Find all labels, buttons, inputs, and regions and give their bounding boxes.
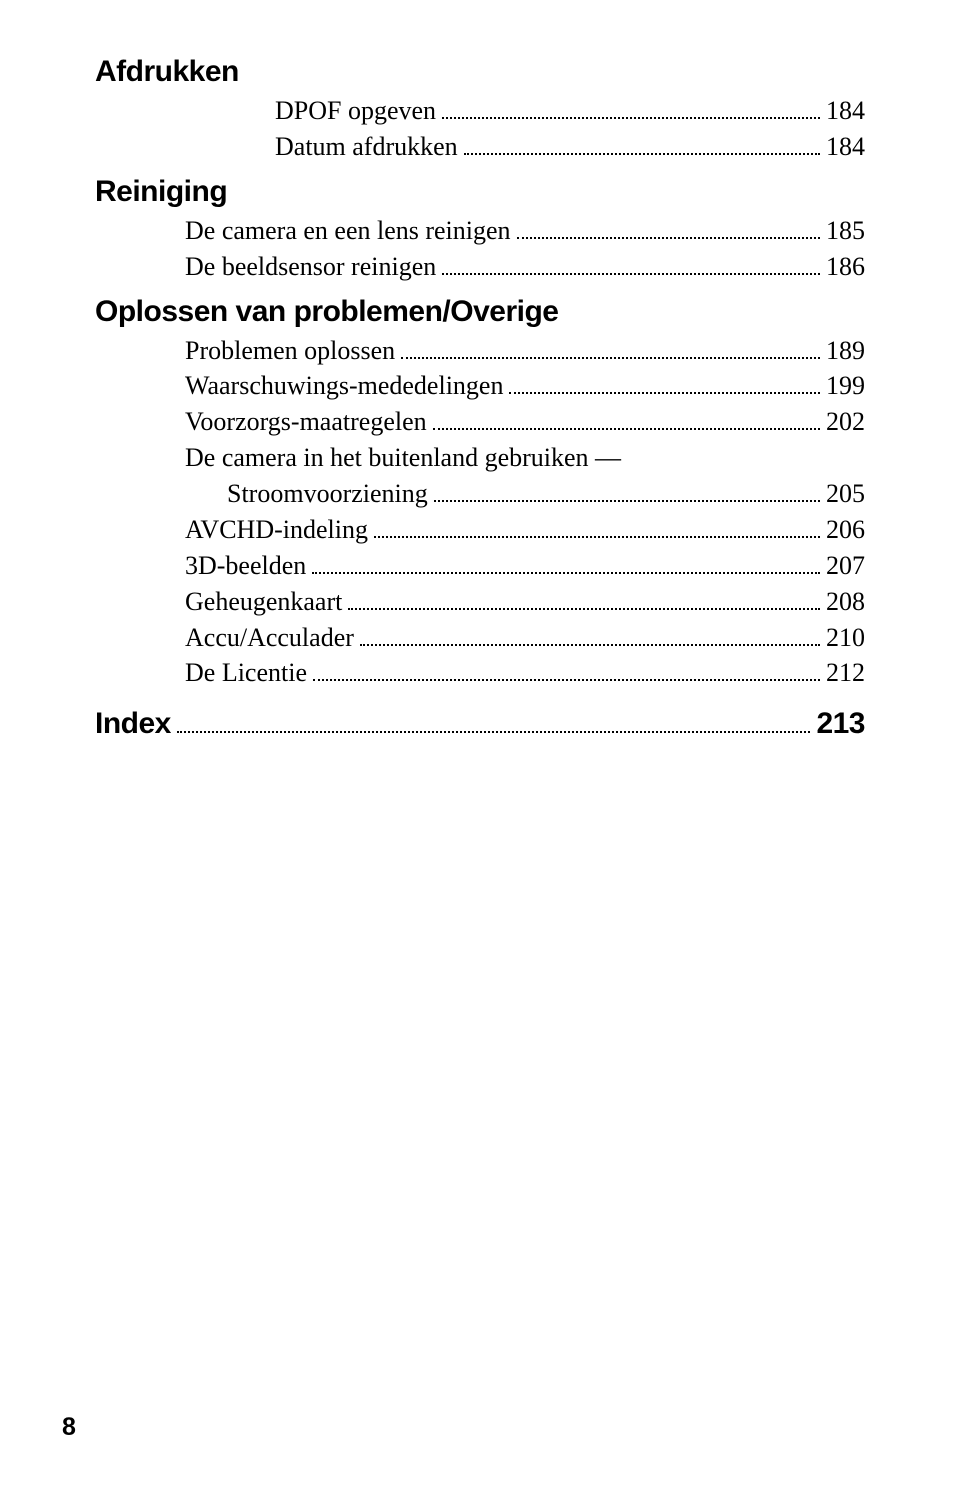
toc-entry: Problemen oplossen 189 [95, 333, 865, 369]
toc-entry: Voorzorgs-maatregelen 202 [95, 404, 865, 440]
toc-entry: Waarschuwings-mededelingen 199 [95, 368, 865, 404]
leader-dots [360, 625, 820, 646]
leader-dots [177, 711, 811, 734]
toc-entry: Stroomvoorziening 205 [95, 476, 865, 512]
toc-label: De beeldsensor reinigen [185, 249, 436, 285]
section-heading-oplossen: Oplossen van problemen/Overige [95, 295, 865, 329]
toc-page: 208 [826, 584, 865, 620]
toc-label: Waarschuwings-mededelingen [185, 368, 503, 404]
toc-page: 186 [826, 249, 865, 285]
toc-page: 184 [826, 129, 865, 165]
toc-label: Accu/Acculader [185, 620, 354, 656]
toc-entry: AVCHD-indeling 206 [95, 512, 865, 548]
toc-page: 199 [826, 368, 865, 404]
leader-dots [442, 98, 820, 119]
toc-entry: De beeldsensor reinigen 186 [95, 249, 865, 285]
index-page: 213 [816, 703, 865, 744]
toc-entry: 3D-beelden 207 [95, 548, 865, 584]
toc-entry: Datum afdrukken 184 [95, 129, 865, 165]
toc-entry: De camera en een lens reinigen 185 [95, 213, 865, 249]
toc-page: 212 [826, 655, 865, 691]
toc-page: 185 [826, 213, 865, 249]
toc-entry: De Licentie 212 [95, 655, 865, 691]
toc-label: De Licentie [185, 655, 307, 691]
toc-entry: Accu/Acculader 210 [95, 620, 865, 656]
toc-label: Geheugenkaart [185, 584, 342, 620]
leader-dots [401, 338, 820, 359]
toc-entry: Geheugenkaart 208 [95, 584, 865, 620]
toc-page: 189 [826, 333, 865, 369]
toc-label: Stroomvoorziening [227, 476, 428, 512]
toc-page: 206 [826, 512, 865, 548]
page-number: 8 [62, 1413, 76, 1442]
leader-dots [313, 661, 820, 682]
leader-dots [509, 374, 820, 395]
toc-label: Voorzorgs-maatregelen [185, 404, 427, 440]
toc-label: AVCHD-indeling [185, 512, 368, 548]
toc-page: 210 [826, 620, 865, 656]
toc-label: DPOF opgeven [275, 93, 436, 129]
toc-label: De camera en een lens reinigen [185, 213, 511, 249]
leader-dots [464, 134, 820, 155]
index-label: Index [95, 703, 171, 744]
leader-dots [517, 218, 820, 239]
leader-dots [374, 517, 820, 538]
toc-label: Problemen oplossen [185, 333, 395, 369]
section-heading-reiniging: Reiniging [95, 175, 865, 209]
toc-label: 3D-beelden [185, 548, 306, 584]
section-heading-afdrukken: Afdrukken [95, 55, 865, 89]
leader-empty [627, 445, 859, 466]
leader-dots [348, 589, 820, 610]
toc-page: 184 [826, 93, 865, 129]
leader-dots [434, 481, 820, 502]
leader-dots [312, 553, 820, 574]
toc-entry: De camera in het buitenland gebruiken — [95, 440, 865, 476]
toc-label: De camera in het buitenland gebruiken — [185, 440, 621, 476]
leader-dots [442, 254, 820, 275]
toc-entry: DPOF opgeven 184 [95, 93, 865, 129]
toc-label: Datum afdrukken [275, 129, 458, 165]
leader-dots [433, 409, 820, 430]
toc-page: 207 [826, 548, 865, 584]
toc-page: 202 [826, 404, 865, 440]
toc-page: 205 [826, 476, 865, 512]
index-entry: Index 213 [95, 703, 865, 744]
